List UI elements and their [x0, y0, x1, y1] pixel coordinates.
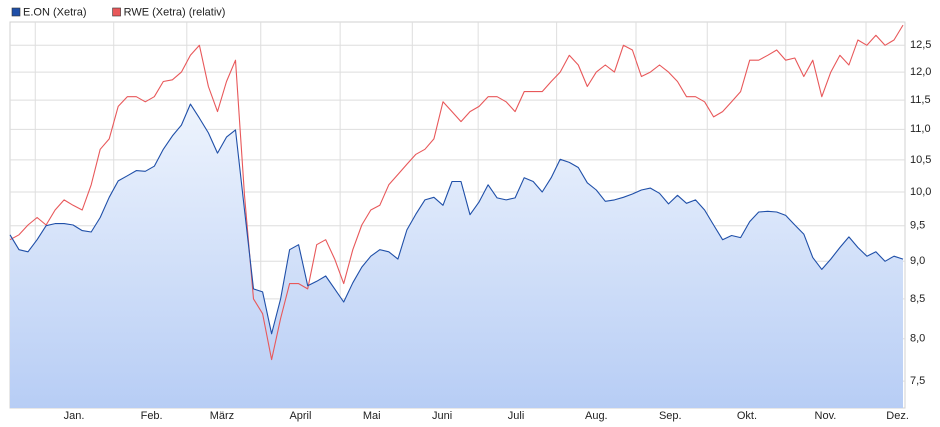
series-line [9, 103, 904, 335]
legend-swatch [112, 7, 121, 17]
x-tick-label: Aug. [585, 410, 608, 422]
y-tick-label: 12,0 [910, 66, 931, 78]
y-tick-label: 11,0 [910, 123, 931, 135]
x-tick-label: Nov. [815, 410, 837, 422]
series-line [9, 24, 904, 361]
x-tick-label: März [210, 410, 234, 422]
legend-label: RWE (Xetra) (relativ) [124, 6, 226, 18]
y-tick-label: 12,5 [910, 39, 931, 51]
y-tick-label: 7,5 [910, 375, 925, 387]
x-tick-label: Feb. [141, 410, 163, 422]
y-tick-label: 11,5 [910, 94, 931, 106]
y-tick-label: 8,0 [910, 333, 925, 345]
x-tick-label: April [289, 410, 311, 422]
y-tick-label: 10,5 [910, 154, 931, 166]
legend-swatch [11, 7, 21, 17]
x-tick-label: Sep. [659, 410, 682, 422]
y-tick-label: 10,0 [910, 186, 931, 198]
x-tick-label: Okt. [737, 410, 757, 422]
x-tick-label: Dez. [886, 410, 909, 422]
y-tick-label: 8,5 [910, 293, 925, 305]
legend-label: E.ON (Xetra) [23, 6, 87, 18]
x-tick-label: Jan. [64, 410, 85, 422]
x-tick-label: Juni [432, 410, 452, 422]
x-tick-label: Juli [508, 410, 525, 422]
y-tick-label: 9,0 [910, 255, 925, 267]
area [10, 104, 903, 408]
x-tick-label: Mai [363, 410, 381, 422]
y-tick-label: 9,5 [910, 220, 925, 232]
